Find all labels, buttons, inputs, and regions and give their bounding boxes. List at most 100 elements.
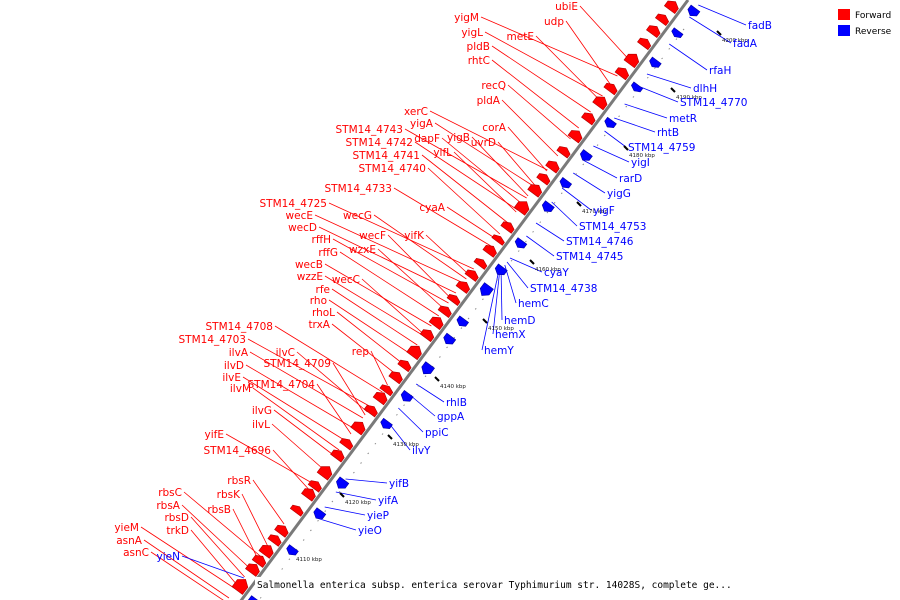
- leader-line: [272, 449, 310, 491]
- tick-mark: [716, 30, 722, 36]
- map-caption: Salmonella enterica subsp. enterica sero…: [257, 580, 732, 591]
- leader-line: [252, 387, 340, 451]
- reverse-gene-arrow: [631, 81, 644, 93]
- forward-gene-arrow: [567, 130, 583, 144]
- leader-line: [316, 517, 357, 531]
- gene-label-wecd: wecD: [288, 222, 317, 234]
- gene-label-wece: wecE: [286, 210, 313, 222]
- gene-label-wzze: wzzE: [297, 271, 323, 283]
- forward-gene-arrow: [372, 391, 388, 406]
- leader-line: [526, 235, 555, 257]
- tick-mark: [339, 492, 345, 498]
- leader-line: [225, 433, 315, 485]
- leader-line: [429, 110, 548, 171]
- leader-line: [416, 383, 445, 403]
- reverse-gene-arrow: [400, 389, 414, 402]
- tick-label: 4170 kbp: [582, 209, 608, 215]
- reverse-gene-arrow: [541, 200, 555, 212]
- minor-tick: [625, 105, 628, 108]
- minor-tick: [675, 38, 678, 41]
- leader-line: [427, 167, 501, 235]
- leader-line: [373, 214, 467, 280]
- minor-tick: [439, 356, 441, 358]
- gene-label-hemd: hemD: [504, 315, 535, 327]
- gene-label-stm14_4743: STM14_4743: [336, 124, 403, 136]
- forward-gene-arrow: [663, 0, 679, 14]
- gene-label-stm14_4745: STM14_4745: [556, 251, 623, 263]
- leader-line: [414, 141, 518, 211]
- leader-line: [370, 350, 388, 386]
- forward-gene-arrow: [301, 488, 316, 502]
- minor-tick: [603, 134, 606, 137]
- gene-label-yigl: yigL: [461, 27, 483, 39]
- gene-label-yifa: yifA: [378, 495, 399, 507]
- gene-label-dapf: dapF: [414, 133, 440, 145]
- leader-line: [425, 234, 470, 276]
- leader-line: [324, 506, 366, 516]
- gene-label-yigb: yigB: [447, 132, 470, 144]
- genome-backbone: [239, 0, 690, 600]
- minor-tick: [374, 442, 377, 445]
- gene-label-ilvm: ilvM: [230, 383, 251, 395]
- leader-line: [331, 323, 396, 375]
- forward-gene-arrow: [379, 384, 394, 397]
- gene-label-yien: yieN: [157, 551, 180, 563]
- reverse-gene-arrow: [286, 544, 299, 556]
- minor-tick: [668, 47, 671, 50]
- gene-label-pldb: pldB: [467, 41, 490, 53]
- forward-gene-arrow: [581, 112, 596, 126]
- tick-label: 4160 kbp: [535, 267, 561, 273]
- legend-forward-swatch: [838, 9, 850, 20]
- leader-line: [637, 85, 679, 103]
- leader-line: [393, 187, 492, 247]
- minor-tick: [259, 596, 262, 599]
- leader-line: [339, 251, 440, 317]
- gene-label-recq: recQ: [481, 80, 506, 92]
- gene-label-dlhh: dlhH: [693, 83, 717, 95]
- leader-line: [190, 529, 239, 587]
- leader-line: [481, 273, 499, 351]
- reverse-gene-arrow: [559, 177, 573, 189]
- gene-label-uvrd: uvrD: [471, 137, 496, 149]
- gene-label-fada: fadA: [733, 38, 758, 50]
- leader-line: [316, 383, 352, 435]
- leader-line: [669, 43, 708, 71]
- leader-line: [377, 248, 445, 310]
- gene-label-metr: metR: [669, 113, 697, 125]
- legend: Forward Reverse: [838, 9, 892, 37]
- leader-line: [324, 275, 425, 337]
- leader-line: [335, 491, 377, 501]
- gene-label-ilvl: ilvL: [252, 419, 270, 431]
- gene-label-yigi: yigI: [631, 157, 650, 169]
- gene-label-wecf: wecF: [359, 230, 386, 242]
- reverse-gene-arrow: [649, 56, 662, 68]
- gene-label-yiep: yieP: [367, 510, 389, 522]
- minor-tick: [654, 67, 656, 69]
- tick-mark: [576, 201, 582, 207]
- leader-line: [273, 409, 335, 457]
- gene-labels: ubiEudpyigMmetEyigLpldBrhtCrecQpldAxerCy…: [114, 1, 772, 563]
- gene-label-stm14_4725: STM14_4725: [260, 198, 327, 210]
- gene-label-fadb: fadB: [748, 20, 772, 32]
- forward-gene-arrow: [473, 257, 488, 270]
- forward-gene-arrow: [251, 554, 267, 568]
- leader-line: [501, 99, 559, 157]
- leader-line: [535, 222, 565, 242]
- gene-label-cora: corA: [482, 122, 507, 134]
- gene-label-ubie: ubiE: [555, 1, 578, 13]
- gene-label-rep: rep: [352, 346, 370, 358]
- gene-arrows: [231, 0, 701, 600]
- tick-mark: [387, 434, 393, 440]
- gene-label-yifb: yifB: [389, 478, 409, 490]
- leader-line: [241, 493, 269, 547]
- tick-label: 4190 kbp: [676, 95, 702, 101]
- gene-label-ilvg: ilvG: [252, 405, 272, 417]
- forward-gene-arrow: [614, 67, 630, 81]
- minor-tick: [618, 115, 620, 118]
- reverse-gene-arrow: [246, 595, 261, 600]
- minor-tick: [338, 491, 341, 493]
- forward-gene-arrow: [307, 480, 322, 493]
- minor-tick: [560, 192, 563, 195]
- tick-mark: [670, 87, 676, 93]
